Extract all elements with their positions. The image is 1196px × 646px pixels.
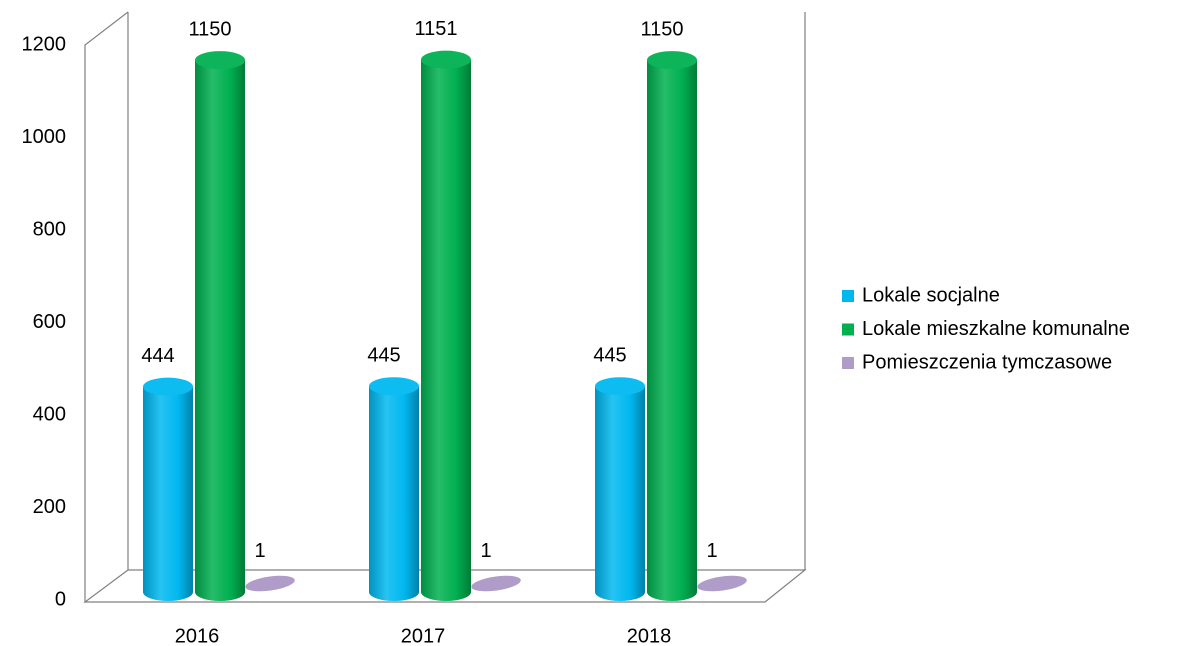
cylinder-top xyxy=(143,377,193,396)
value-label: 1150 xyxy=(640,18,683,40)
y-tick-label: 200 xyxy=(33,496,66,518)
y-axis xyxy=(84,11,129,602)
value-label: 444 xyxy=(141,345,174,367)
cylinder xyxy=(647,60,697,601)
legend-label: Pomieszczenia tymczasowe xyxy=(862,351,1112,373)
legend-swatch xyxy=(842,323,854,336)
cylinder xyxy=(471,575,521,592)
y-tick-label: 1200 xyxy=(22,33,67,55)
y-tick-label: 400 xyxy=(33,403,66,425)
cylinder-top xyxy=(195,51,245,70)
y-tick-label: 0 xyxy=(55,588,66,610)
value-label: 1151 xyxy=(414,18,457,40)
value-label: 1150 xyxy=(188,18,231,40)
cylinder xyxy=(421,59,471,602)
cylinder-top xyxy=(647,51,697,70)
value-label: 445 xyxy=(367,344,400,366)
cylinder xyxy=(143,386,193,601)
cylinder-top xyxy=(421,50,471,69)
legend-label: Lokale socjalne xyxy=(862,284,1000,306)
x-tick-label: 2017 xyxy=(401,625,446,646)
legend-label: Lokale mieszkalne komunalne xyxy=(862,318,1130,340)
y-tick-label: 800 xyxy=(33,218,66,240)
value-label: 1 xyxy=(480,540,491,562)
x-tick-label: 2018 xyxy=(627,625,672,646)
cylinder xyxy=(195,60,245,601)
value-label: 1 xyxy=(254,540,265,562)
value-label: 445 xyxy=(593,344,626,366)
value-label: 1 xyxy=(706,540,717,562)
y-tick-label: 1000 xyxy=(22,126,67,148)
y-tick-label: 600 xyxy=(33,311,66,333)
cylinder xyxy=(697,575,747,592)
cylinder-top xyxy=(369,377,419,396)
legend-swatch xyxy=(842,357,854,369)
cylinder xyxy=(595,386,645,601)
cylinder xyxy=(245,575,295,592)
cylinder-top xyxy=(595,377,645,396)
cylinder xyxy=(369,386,419,601)
legend-swatch xyxy=(842,290,854,302)
x-tick-label: 2016 xyxy=(175,625,220,646)
